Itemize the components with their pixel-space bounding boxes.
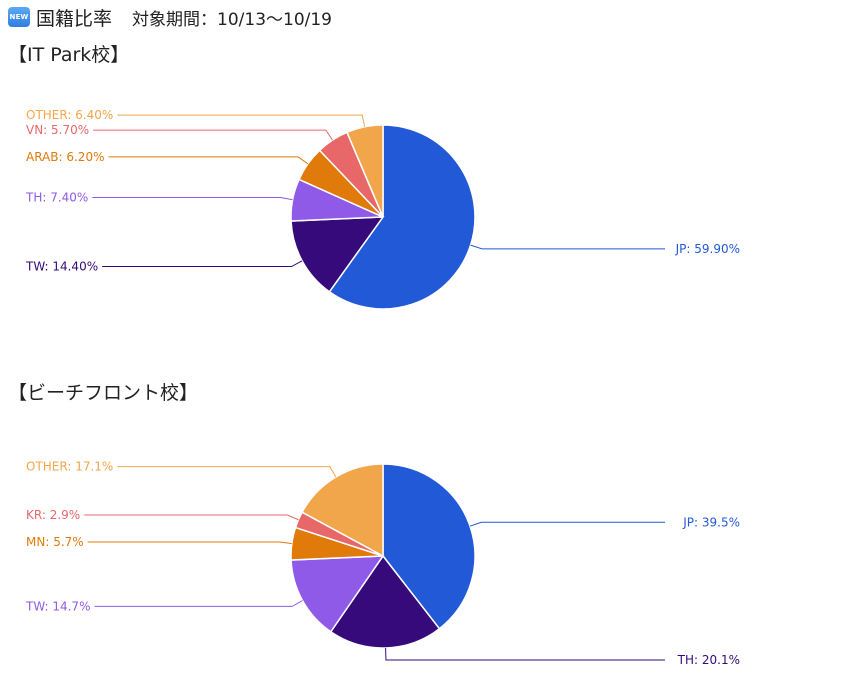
leader-line-other bbox=[117, 466, 337, 478]
page-header: NEW 国籍比率 対象期間：10/13〜10/19 bbox=[8, 4, 332, 30]
leader-line-jp bbox=[469, 521, 665, 527]
pie-slice-other bbox=[301, 463, 384, 558]
leader-line-other bbox=[117, 114, 366, 127]
slice-label-other: OTHER: 6.40% bbox=[26, 108, 113, 122]
slice-label-jp: JP: 59.90% bbox=[675, 242, 740, 256]
leader-line-jp bbox=[470, 244, 665, 250]
section-title-it-park: 【IT Park校】 bbox=[8, 44, 130, 66]
leader-line-kr bbox=[84, 514, 299, 521]
pie-chart-beachfront: OTHER: 17.1% KR: 2.9% MN: 5.7% TW: 14.7% JP:… bbox=[25, 460, 740, 667]
pie-slice-tw bbox=[290, 216, 385, 293]
slice-label-arab: ARAB: 6.20% bbox=[26, 150, 104, 164]
new-badge-icon: NEW bbox=[8, 7, 30, 27]
page-title: 国籍比率 bbox=[36, 7, 113, 30]
leader-line-vn bbox=[93, 129, 333, 141]
pie-slice-jp bbox=[328, 124, 476, 310]
leader-line-th bbox=[92, 197, 293, 201]
slice-label-kr: KR: 2.9% bbox=[26, 508, 80, 522]
period-label: 対象期間：10/13〜10/19 bbox=[132, 9, 332, 30]
leader-line-arab bbox=[108, 156, 309, 165]
slice-label-other: OTHER: 17.1% bbox=[26, 460, 113, 474]
leader-line-tw bbox=[94, 600, 303, 607]
section-title-beachfront: 【ビーチフロント校】 bbox=[8, 382, 199, 404]
pie-slice-th bbox=[329, 554, 441, 649]
pie-chart-it-park: OTHER: 6.40%VN: 5.70% ARAB: 6.20% TH: 7.40… bbox=[25, 108, 740, 310]
leader-line-th bbox=[385, 647, 665, 661]
slice-label-tw: TW: 14.7% bbox=[25, 599, 90, 613]
pie-slice-other bbox=[346, 124, 384, 218]
slice-label-vn: VN: 5.70% bbox=[26, 123, 89, 137]
slice-label-mn: MN: 5.7% bbox=[26, 535, 84, 549]
leader-line-mn bbox=[87, 541, 292, 545]
slice-label-tw: TW: 14.40% bbox=[25, 260, 98, 274]
slice-label-th: TH: 7.40% bbox=[25, 191, 88, 205]
slice-label-th: TH: 20.1% bbox=[677, 653, 740, 667]
slice-label-jp: JP: 39.5% bbox=[682, 515, 740, 529]
leader-line-tw bbox=[102, 260, 303, 268]
pie-slice-tw bbox=[290, 555, 385, 633]
pie-slice-jp bbox=[382, 463, 476, 630]
